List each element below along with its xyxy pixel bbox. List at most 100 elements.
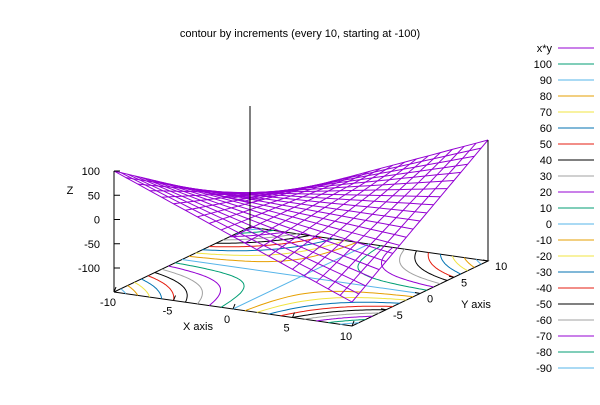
contour-line--10 (188, 241, 358, 263)
legend-label: x*y (537, 43, 553, 55)
contour-line--60 (222, 233, 298, 241)
legend: x*y1009080706050403020100-10-20-30-40-50… (534, 43, 594, 375)
contour-line--30 (202, 238, 334, 252)
legend-label: 80 (540, 91, 552, 103)
contour-line-40 (414, 250, 448, 281)
contour-line-30 (161, 268, 203, 305)
surface-mesh-line (244, 167, 382, 244)
surface-mesh-line (185, 183, 322, 211)
contour-line-60 (439, 254, 462, 275)
legend-label: 10 (540, 203, 552, 215)
contour-line-20 (168, 265, 222, 306)
legend-label: -90 (536, 363, 552, 375)
contour-line--80 (328, 319, 366, 324)
contour-line--70 (229, 231, 286, 238)
legend-label: 0 (546, 219, 552, 231)
x-tick-label: 5 (283, 323, 289, 335)
legend-label: 60 (540, 123, 552, 135)
contour-line-70 (451, 255, 468, 272)
contour-line-40 (154, 272, 188, 303)
surface-mesh (113, 139, 489, 303)
surface-mesh-line (197, 180, 334, 218)
legend-label: -70 (536, 331, 552, 343)
contour-line-60 (140, 278, 163, 299)
z-tick-label: 100 (82, 166, 100, 178)
x-tick-label: 10 (340, 331, 352, 343)
contour-line--20 (256, 297, 407, 313)
x-tick-mark (173, 295, 176, 301)
y-axis-label: Y axis (461, 299, 491, 311)
legend-label: 30 (540, 171, 552, 183)
legend-label: 50 (540, 139, 552, 151)
contour-line--90 (340, 322, 359, 325)
surface-mesh-line (292, 155, 429, 270)
surface-mesh-line (220, 174, 358, 231)
contour-line--20 (195, 240, 346, 256)
surface-mesh-line (280, 158, 417, 264)
surface-mesh-line (232, 171, 370, 237)
legend-label: 90 (540, 75, 552, 87)
surface-mesh-line (268, 161, 405, 257)
contour-line-50 (147, 275, 175, 301)
x-tick-label: -5 (163, 306, 173, 318)
legend-label: -60 (536, 315, 552, 327)
surface-mesh-line (173, 186, 310, 205)
surface-mesh-line (315, 149, 453, 283)
y-tick-mark (482, 259, 489, 262)
contour-line--40 (209, 236, 322, 248)
legend-label: 70 (540, 107, 552, 119)
contour-line--30 (268, 301, 400, 315)
legend-label: 100 (534, 59, 552, 71)
x-tick-mark (351, 320, 355, 327)
contour-line-30 (399, 248, 441, 285)
z-tick-label: 50 (88, 190, 100, 202)
surface-mesh-line (256, 164, 394, 251)
z-axis-label: Z (67, 185, 74, 197)
legend-label: -50 (536, 299, 552, 311)
y-tick-label: -5 (393, 310, 403, 322)
contour-line-10 (357, 245, 427, 291)
x-tick-mark (232, 303, 236, 310)
contour-line-50 (427, 252, 455, 278)
surface-mesh-line (304, 152, 441, 277)
x-tick-label: 0 (224, 314, 230, 326)
legend-label: -40 (536, 283, 552, 295)
contour-line-10 (175, 262, 245, 308)
y-tick-label: 10 (495, 261, 507, 273)
contour-line-0 (181, 259, 421, 294)
z-tick-label: -50 (84, 239, 100, 251)
y-tick-mark (414, 292, 421, 294)
x-axis-label: X axis (183, 321, 213, 333)
surface-mesh-line (209, 177, 346, 224)
surface-mesh-line (327, 145, 465, 290)
z-tick-label: -100 (78, 263, 100, 275)
contour-lines (120, 228, 482, 325)
contour-line--40 (280, 305, 393, 317)
contour-line-70 (134, 281, 151, 298)
legend-label: 40 (540, 155, 552, 167)
y-tick-mark (380, 308, 387, 311)
contour-line-90 (475, 258, 482, 265)
x-tick-mark (113, 286, 117, 293)
legend-label: 20 (540, 187, 552, 199)
legend-label: -10 (536, 235, 552, 247)
x-tick-label: -10 (100, 297, 116, 309)
legend-label: -20 (536, 251, 552, 263)
contour-line-80 (463, 257, 475, 268)
contour-line--50 (292, 309, 387, 318)
y-tick-mark (448, 275, 455, 278)
y-tick-label: 5 (461, 277, 467, 289)
surface-mesh-line (351, 139, 489, 303)
chart-title: contour by increments (every 10, startin… (180, 28, 420, 40)
contour-line-90 (120, 288, 127, 295)
z-tick-label: 0 (94, 215, 100, 227)
legend-label: -80 (536, 347, 552, 359)
x-tick-mark (292, 312, 295, 318)
y-tick-label: 0 (427, 294, 433, 306)
contour-line-80 (127, 285, 139, 296)
contour-line-20 (380, 247, 434, 288)
legend-label: -30 (536, 267, 552, 279)
